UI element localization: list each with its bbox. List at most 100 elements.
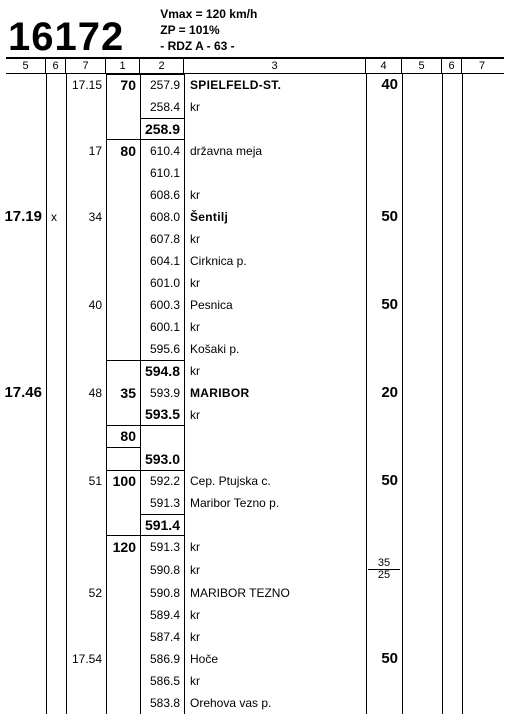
col-5a — [6, 316, 46, 338]
col-1 — [106, 692, 140, 714]
col-2: 591.4 — [140, 514, 184, 536]
col-4: 50 — [366, 648, 402, 670]
col-4 — [366, 338, 402, 360]
col-5a — [6, 184, 46, 206]
col-1 — [106, 404, 140, 426]
col-4 — [366, 582, 402, 604]
col-7: 34 — [66, 206, 106, 228]
col-5a — [6, 294, 46, 316]
col-2: 600.1 — [140, 316, 184, 338]
col-3: kr — [184, 670, 366, 692]
col-5b — [402, 448, 442, 470]
col-3: kr — [184, 228, 366, 250]
col-7 — [66, 228, 106, 250]
col-7 — [66, 162, 106, 184]
col-7b — [462, 448, 502, 470]
col-2: 258.4 — [140, 96, 184, 118]
col-7 — [66, 604, 106, 626]
col-7b — [462, 582, 502, 604]
col-4 — [366, 604, 402, 626]
col-5a — [6, 604, 46, 626]
col-5a — [6, 74, 46, 96]
col-7b — [462, 118, 502, 140]
col-header-7: 5 — [402, 59, 442, 73]
col-1 — [106, 184, 140, 206]
col-5a — [6, 492, 46, 514]
col-2: 608.6 — [140, 184, 184, 206]
col-1: 80 — [106, 140, 140, 162]
col-6 — [46, 74, 66, 96]
col-5b — [402, 250, 442, 272]
timetable-grid: 17.1570257.9SPIELFELD-ST.40258.4kr258.91… — [6, 74, 504, 714]
col-1 — [106, 272, 140, 294]
col-6b — [442, 426, 462, 448]
col-6 — [46, 118, 66, 140]
col-5a — [6, 514, 46, 536]
col-1 — [106, 338, 140, 360]
col-6b — [442, 74, 462, 96]
col-6b — [442, 492, 462, 514]
col-6 — [46, 648, 66, 670]
vline — [442, 74, 443, 714]
col-7 — [66, 316, 106, 338]
col-1 — [106, 558, 140, 582]
col-2: 591.3 — [140, 536, 184, 558]
col-5b — [402, 74, 442, 96]
col-5a — [6, 670, 46, 692]
col-5a — [6, 140, 46, 162]
col-2: 594.8 — [140, 360, 184, 382]
col-7 — [66, 404, 106, 426]
col-7b — [462, 96, 502, 118]
col-7 — [66, 184, 106, 206]
col-5a — [6, 648, 46, 670]
col-5a: 17.19 — [6, 206, 46, 228]
col-4 — [366, 250, 402, 272]
col-7 — [66, 360, 106, 382]
col-7b — [462, 338, 502, 360]
col-3 — [184, 448, 366, 470]
col-5b — [402, 162, 442, 184]
col-4: 50 — [366, 470, 402, 492]
col-5a — [6, 272, 46, 294]
col-5a — [6, 582, 46, 604]
col-4: 50 — [366, 206, 402, 228]
col-2: 587.4 — [140, 626, 184, 648]
col-7b — [462, 692, 502, 714]
col-header-5: 3 — [184, 59, 366, 73]
col-5a — [6, 448, 46, 470]
vline — [402, 74, 403, 714]
col-2 — [140, 426, 184, 448]
col-3: MARIBOR TEZNO — [184, 582, 366, 604]
col-3: SPIELFELD-ST. — [184, 74, 366, 96]
col-6 — [46, 404, 66, 426]
col-5a — [6, 558, 46, 582]
col-5a — [6, 536, 46, 558]
col-6 — [46, 470, 66, 492]
col-4 — [366, 514, 402, 536]
col-7b — [462, 536, 502, 558]
col-7b — [462, 648, 502, 670]
col-7 — [66, 558, 106, 582]
col-5a — [6, 426, 46, 448]
col-7 — [66, 536, 106, 558]
col-6 — [46, 670, 66, 692]
col-2: 583.8 — [140, 692, 184, 714]
col-7b — [462, 360, 502, 382]
col-5b — [402, 338, 442, 360]
col-3: Cep. Ptujska c. — [184, 470, 366, 492]
col-2: 601.0 — [140, 272, 184, 294]
col-1 — [106, 162, 140, 184]
col-4 — [366, 118, 402, 140]
col-7b — [462, 670, 502, 692]
col-7b — [462, 514, 502, 536]
col-6b — [442, 536, 462, 558]
col-6b — [442, 648, 462, 670]
col-5b — [402, 272, 442, 294]
col-1 — [106, 228, 140, 250]
col-3 — [184, 426, 366, 448]
col-4 — [366, 162, 402, 184]
col-1: 35 — [106, 382, 140, 404]
col-5a: 17.46 — [6, 382, 46, 404]
col-5b — [402, 118, 442, 140]
col-header-6: 4 — [366, 59, 402, 73]
